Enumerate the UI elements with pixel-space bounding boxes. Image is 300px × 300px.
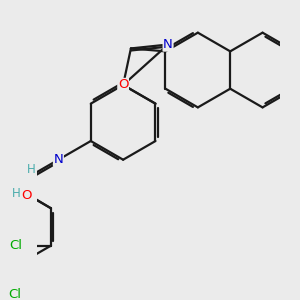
Text: N: N xyxy=(163,38,173,51)
Text: Cl: Cl xyxy=(9,239,22,252)
Text: N: N xyxy=(53,153,63,166)
Text: Cl: Cl xyxy=(8,288,21,300)
Text: H: H xyxy=(12,187,21,200)
Text: O: O xyxy=(21,189,32,202)
Text: O: O xyxy=(118,79,128,92)
Text: H: H xyxy=(27,163,36,176)
